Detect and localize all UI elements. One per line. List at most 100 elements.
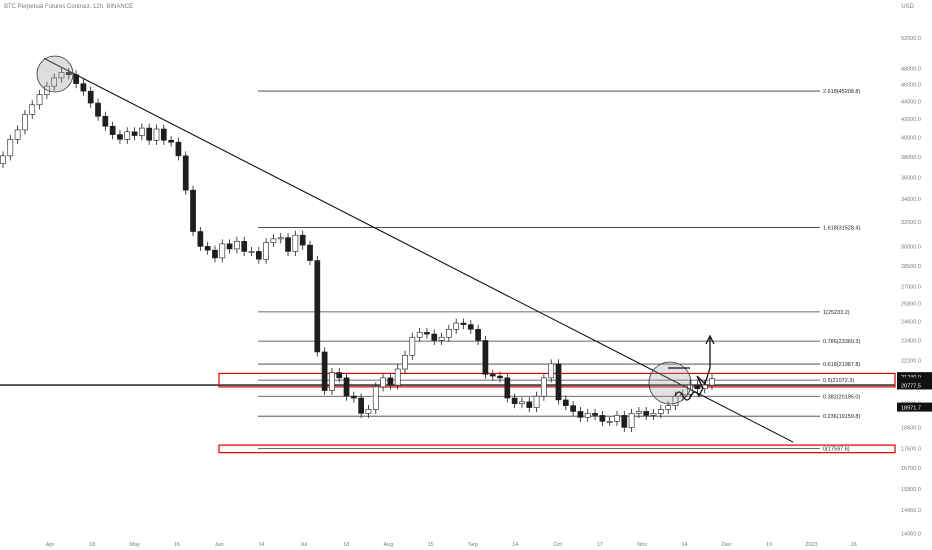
y-tick-label: 40000.0 (901, 135, 921, 141)
fib-level-label: 0.786(23360.3) (823, 339, 860, 345)
candle-body (504, 377, 511, 399)
x-tick-label: Aug (384, 542, 394, 548)
candle-body (438, 336, 445, 341)
candle-body (248, 251, 255, 253)
y-tick-label: 34000.0 (901, 197, 921, 203)
y-tick-label: 42000.0 (901, 117, 921, 123)
highlight-circle-top (36, 55, 74, 93)
candle-body (467, 324, 474, 330)
candle-body (270, 238, 277, 243)
candle-body (482, 340, 489, 375)
y-tick-label: 48000.0 (901, 66, 921, 72)
candle-body (219, 243, 226, 259)
candle-body (541, 377, 547, 397)
candle-body (7, 139, 14, 157)
candle-body (394, 368, 401, 386)
candle-body (36, 94, 43, 106)
candle-body (212, 249, 218, 259)
candle-body (453, 322, 460, 330)
candle-body (497, 375, 503, 379)
y-tick-label: 44000.0 (901, 99, 921, 105)
candle-body (628, 413, 635, 428)
candle-body (182, 155, 189, 191)
candle-body (584, 413, 591, 418)
candle-body (329, 372, 335, 391)
candle-body (22, 114, 28, 131)
candle-body (204, 246, 211, 251)
candle-body (599, 415, 606, 422)
candle-body (409, 336, 416, 356)
candle-body (109, 125, 116, 135)
candle-body (372, 386, 379, 410)
x-tick-label: Sep (468, 542, 478, 548)
candle-body (124, 131, 131, 140)
candle-body (307, 244, 313, 261)
price-badge (897, 372, 932, 382)
y-tick-label: 23400.0 (901, 338, 921, 344)
candle-body (146, 127, 153, 141)
candle-body (29, 104, 36, 115)
y-tick-label: 14960.0 (901, 508, 921, 514)
y-tick-label: 27000.0 (901, 284, 921, 290)
candle-body (14, 129, 21, 140)
candle-body (643, 411, 650, 416)
candle-body (277, 237, 284, 240)
candle-body (314, 260, 321, 353)
candle-body (321, 351, 328, 391)
x-tick-label: 2023 (805, 542, 817, 548)
candle-body (241, 241, 248, 252)
candle-body (175, 141, 182, 157)
candle-body (709, 378, 715, 386)
fib-level-label: 0.382(20195.0) (823, 394, 860, 400)
candle-body (519, 401, 525, 405)
candle-body (460, 322, 467, 325)
fib-level-label: 2.618(45208.8) (823, 89, 860, 95)
chart-title: BTC Perpetual Futures Contract, 12h, BIN… (4, 4, 134, 10)
candle-body (570, 405, 576, 412)
candle-body (365, 409, 372, 414)
y-tick-label: 24600.0 (901, 320, 921, 326)
fib-level-label: 1.618(31528.4) (823, 226, 860, 232)
candle-body (416, 332, 423, 338)
x-tick-label: Nov (637, 542, 647, 548)
candle-body (475, 329, 481, 341)
candle-body (621, 415, 628, 428)
candle-body (65, 72, 72, 76)
currency-label: USD (901, 4, 914, 10)
candle-body (0, 155, 6, 164)
y-tick-label: 17600.0 (901, 446, 921, 452)
candle-body (489, 374, 496, 377)
candle-body (533, 395, 540, 408)
x-tick-label: Oct (553, 542, 562, 548)
candle-body (299, 234, 306, 246)
y-tick-label: 32000.0 (901, 220, 921, 226)
candle-body (548, 363, 555, 379)
x-tick-label: 15 (428, 542, 434, 548)
price-badge-label: 18971.7 (901, 406, 921, 412)
x-tick-label: 14 (681, 542, 687, 548)
candle-body (139, 127, 145, 136)
price-badge-label: 20777.5 (901, 383, 921, 389)
candle-body (336, 372, 343, 379)
fib-level-label: 0(17597.6) (823, 446, 850, 452)
candle-body (263, 242, 269, 260)
candle-body (168, 139, 174, 143)
candle-body (650, 413, 657, 416)
x-tick-label: 18 (343, 542, 349, 548)
fib-level-label: 0.5(21072.3) (823, 378, 854, 384)
candle-body (636, 411, 642, 414)
candle-body (358, 397, 365, 414)
candle-body (87, 90, 94, 104)
x-tick-label: 16 (174, 542, 180, 548)
x-tick-label: Jun (215, 542, 224, 548)
candle-body (234, 241, 240, 250)
price-badge (897, 380, 932, 390)
x-tick-label: 18 (89, 542, 95, 548)
candle-body (197, 231, 204, 247)
candle-body (95, 102, 101, 117)
candle-body (190, 189, 196, 232)
zone-rectangle (218, 444, 896, 454)
candle-body (350, 395, 357, 399)
x-tick-label: Jul (300, 542, 307, 548)
